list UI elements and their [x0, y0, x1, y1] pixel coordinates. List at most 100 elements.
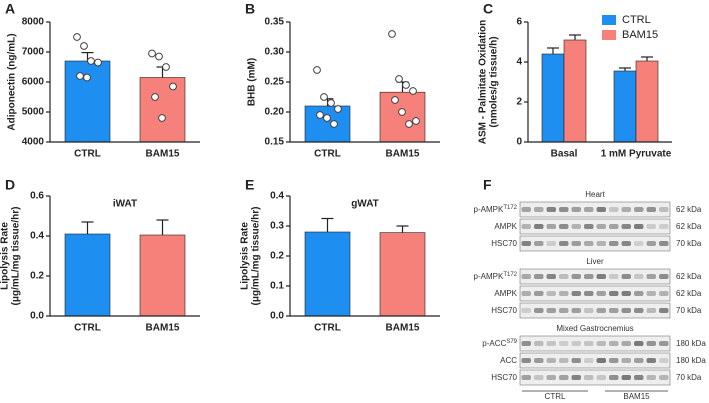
blot-band [546, 274, 556, 279]
legend-label: CTRL [622, 14, 651, 26]
bar [139, 234, 186, 317]
x-tick-label: CTRL [314, 323, 341, 334]
blot-size: 62 kDa [676, 222, 702, 231]
blot-band [659, 241, 669, 246]
blot-size: 180 kDa [676, 339, 706, 348]
blot-band [521, 241, 531, 246]
y-tick-label: 0.30 [265, 47, 285, 58]
blot-band [559, 341, 569, 346]
y-tick-label: 0.0 [30, 311, 44, 322]
legend-label: BAM15 [622, 29, 658, 41]
y-tick-label: 0.4 [270, 191, 284, 202]
y-tick-label: 0.20 [265, 107, 285, 118]
blot-row-label: AMPK [494, 289, 517, 298]
blot-band [521, 291, 531, 296]
group-label: BAM15 [623, 392, 650, 401]
blot-band [621, 358, 631, 363]
blot-protein: p-ACC [482, 339, 506, 348]
blot-band [621, 224, 631, 229]
blot-band [534, 241, 544, 246]
blot-band [634, 308, 644, 313]
x-tick-label: BAM15 [386, 149, 420, 160]
blot-band [546, 207, 556, 212]
y-axis-label: Adiponectin (ng/mL) [7, 33, 18, 130]
blot-band [584, 358, 594, 363]
y-axis-label: (nmoles/g tissue/h) [489, 36, 500, 127]
data-point [395, 75, 403, 83]
blot-band [634, 291, 644, 296]
y-tick-label: 0.1 [270, 281, 284, 292]
data-point [330, 120, 338, 128]
blot-band [534, 375, 544, 380]
blot-band [646, 241, 656, 246]
blot-size: 70 kDa [676, 239, 702, 248]
data-point [87, 57, 95, 65]
y-tick-label: 0.4 [30, 231, 44, 242]
blot-band [609, 358, 619, 363]
blot-protein: p-AMPK [474, 205, 504, 214]
panel-label: A [5, 1, 15, 17]
blot-band [609, 308, 619, 313]
data-point [398, 108, 406, 116]
y-tick-label: 0.0 [270, 311, 284, 322]
data-point [151, 93, 159, 101]
data-point [409, 87, 417, 95]
y-tick-label: 6 [516, 17, 522, 28]
blot-size: 62 kDa [676, 272, 702, 281]
blot-band [521, 341, 531, 346]
blot-band [559, 375, 569, 380]
x-tick-label: Basal [551, 149, 578, 160]
blot-band [621, 274, 631, 279]
blot-band [546, 291, 556, 296]
blot-size: 70 kDa [676, 306, 702, 315]
bar [379, 91, 426, 143]
data-point [391, 96, 399, 104]
blot-band [634, 341, 644, 346]
blot-band [609, 207, 619, 212]
blot-protein: HSC70 [491, 306, 517, 315]
blot-band [659, 341, 669, 346]
blot-section-title: Liver [586, 257, 604, 266]
blot-protein: p-AMPK [474, 272, 504, 281]
blot-band [621, 308, 631, 313]
bar [139, 77, 186, 143]
blot-band [646, 291, 656, 296]
blot-section-title: Heart [585, 190, 605, 199]
y-axis-label: ASM - Palmitate Oxidation [478, 20, 489, 144]
y-tick-label: 4000 [22, 137, 45, 148]
blot-band [596, 224, 606, 229]
blot-band [621, 375, 631, 380]
blot-band [646, 358, 656, 363]
blot-band [571, 274, 581, 279]
data-point [388, 30, 396, 38]
data-point [80, 42, 88, 50]
blot-band [646, 375, 656, 380]
y-tick-label: 0.6 [30, 191, 44, 202]
x-tick-label: BAM15 [146, 149, 180, 160]
blot-strip [519, 218, 671, 235]
blot-band [596, 375, 606, 380]
blot-band [584, 241, 594, 246]
blot-band [659, 291, 669, 296]
data-point [313, 66, 321, 74]
blot-band [659, 308, 669, 313]
bar [304, 231, 351, 317]
bar [64, 233, 111, 317]
blot-band [621, 241, 631, 246]
data-point [148, 49, 156, 58]
blot-band [559, 308, 569, 313]
blot-strip [519, 369, 671, 386]
blot-band [571, 224, 581, 229]
y-axis-label: (μg/mL/mg tissue/hr) [11, 207, 22, 306]
blot-band [546, 308, 556, 313]
blot-band [596, 291, 606, 296]
blot-band [596, 274, 606, 279]
blot-band [584, 224, 594, 229]
y-tick-label: 8000 [22, 17, 45, 28]
blot-band [521, 274, 531, 279]
bar [635, 60, 659, 143]
blot-band [659, 207, 669, 212]
chart-title: iWAT [113, 199, 137, 210]
blot-row-label: HSC70 [491, 373, 517, 382]
